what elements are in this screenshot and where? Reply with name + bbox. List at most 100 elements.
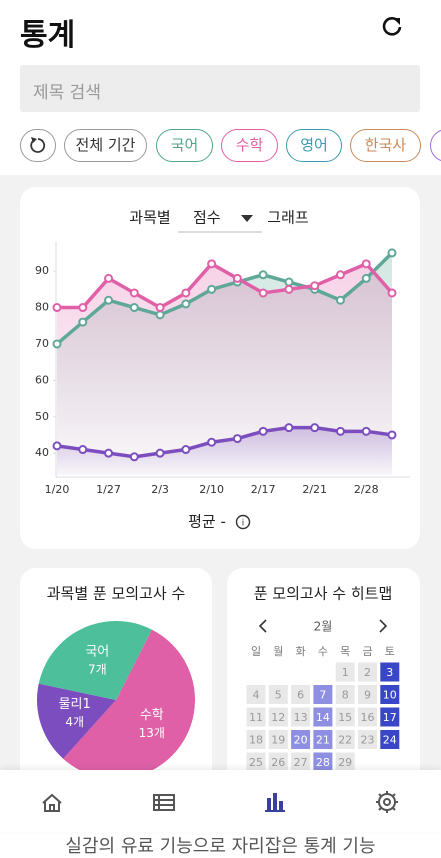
x-tick-label: 2/28 xyxy=(354,483,379,496)
x-tick-label: 1/20 xyxy=(45,483,70,496)
data-point xyxy=(361,273,371,283)
dropdown-arrow xyxy=(241,215,253,222)
data-point xyxy=(284,423,294,433)
weekday-label: 토 xyxy=(385,645,395,658)
day-label: 18 xyxy=(249,734,263,747)
day-label: 2 xyxy=(364,666,371,679)
heatmap-cell xyxy=(268,685,288,704)
filter-chip[interactable]: 한국사 xyxy=(350,129,421,162)
heatmap-cell xyxy=(313,730,333,749)
charts: 과목별 점수 그래프 평균 - i 과목별 푼 모의고사 수 푼 모의고사 수 … xyxy=(35,209,410,770)
data-point xyxy=(155,303,165,313)
data-point xyxy=(78,303,88,313)
data-point xyxy=(232,434,242,444)
data-point xyxy=(258,270,268,280)
list-tab[interactable] xyxy=(153,794,175,811)
heatmap-cell xyxy=(313,752,333,770)
heatmap-cell xyxy=(268,752,288,770)
heatmap-cell xyxy=(335,707,355,727)
day-label: 15 xyxy=(338,711,352,724)
y-tick-label: 80 xyxy=(35,301,49,314)
x-tick-label: 2/10 xyxy=(199,483,224,496)
slice-label: 국어 xyxy=(85,644,109,659)
pie-slice xyxy=(38,621,152,700)
heatmap-cell xyxy=(335,685,355,704)
nav-icons xyxy=(42,791,398,813)
day-label: 3 xyxy=(386,666,393,679)
slice-value: 4개 xyxy=(65,715,84,729)
home-tab[interactable] xyxy=(42,793,62,812)
settings-tab[interactable] xyxy=(376,791,398,813)
day-label: 20 xyxy=(294,734,308,747)
next-month[interactable] xyxy=(379,619,388,633)
heatmap-cell xyxy=(358,685,377,704)
filter-chip[interactable]: 전체 기간 xyxy=(64,129,147,162)
data-point xyxy=(258,426,268,436)
day-label: 21 xyxy=(316,734,330,747)
slice-value: 13개 xyxy=(139,726,165,740)
day-label: 16 xyxy=(361,711,375,724)
caption: 실감의 유료 기능으로 자리잡은 통계 기능 xyxy=(65,836,376,857)
bottom-nav xyxy=(0,770,441,832)
day-label: 6 xyxy=(297,689,304,702)
pie-slice xyxy=(63,629,195,770)
average-label: 평균 - xyxy=(188,513,226,531)
heatmap-cell xyxy=(358,662,377,682)
search-box[interactable]: 제목 검색 xyxy=(20,65,420,112)
slice-value: 7개 xyxy=(88,662,107,676)
heatmap-cell xyxy=(313,685,333,704)
y-tick-label: 90 xyxy=(35,264,49,277)
day-label: 8 xyxy=(342,689,349,702)
heatmap-cell xyxy=(380,730,400,749)
x-tick-label: 2/3 xyxy=(151,483,169,496)
y-tick-label: 60 xyxy=(35,373,49,386)
heatmap-title: 푼 모의고사 수 히트맵 xyxy=(254,585,393,603)
day-label: 24 xyxy=(383,734,397,747)
heatmap-cell xyxy=(291,730,311,749)
data-point xyxy=(78,445,88,455)
info-icon[interactable] xyxy=(235,514,251,530)
data-point xyxy=(284,277,294,287)
pie-title: 과목별 푼 모의고사 수 xyxy=(47,585,186,603)
y-tick-label: 70 xyxy=(35,337,49,350)
heatmap-cell xyxy=(268,730,288,749)
filter-chip[interactable]: 영어 xyxy=(286,129,342,162)
day-label: 28 xyxy=(316,756,330,769)
reset-chip[interactable] xyxy=(20,129,56,162)
stats-tab[interactable] xyxy=(265,793,285,812)
heatmap-cell xyxy=(246,685,266,704)
metric-dropdown[interactable]: 점수 xyxy=(193,209,221,227)
weekday-label: 수 xyxy=(318,645,328,658)
data-point xyxy=(258,288,268,298)
filter-chip[interactable]: 국어 xyxy=(156,129,213,162)
day-label: 11 xyxy=(249,711,263,724)
month-label: 2월 xyxy=(314,620,333,634)
data-point xyxy=(232,273,242,283)
series-line xyxy=(57,261,394,310)
day-label: 10 xyxy=(383,689,397,702)
heatmap-cell xyxy=(246,752,266,770)
filter-chip[interactable]: 수학 xyxy=(221,129,278,162)
data-point xyxy=(104,448,114,458)
day-label: 17 xyxy=(383,711,397,724)
weekday-label: 금 xyxy=(362,645,372,658)
day-label: 4 xyxy=(253,689,260,702)
data-point xyxy=(181,445,191,455)
data-point xyxy=(361,426,371,436)
heatmap-cell xyxy=(291,685,311,704)
data-point xyxy=(52,303,62,313)
data-point xyxy=(335,295,345,305)
prev-month[interactable] xyxy=(258,619,267,633)
day-label: 26 xyxy=(271,756,285,769)
y-tick-label: 50 xyxy=(35,410,49,423)
data-point xyxy=(129,452,139,462)
refresh-button[interactable] xyxy=(380,14,404,38)
data-point xyxy=(155,310,165,320)
day-label: 29 xyxy=(338,756,352,769)
day-label: 13 xyxy=(294,711,308,724)
day-label: 1 xyxy=(342,666,349,679)
data-point xyxy=(104,295,114,305)
x-tick-label: 1/27 xyxy=(96,483,121,496)
heatmap-cell xyxy=(246,730,266,749)
